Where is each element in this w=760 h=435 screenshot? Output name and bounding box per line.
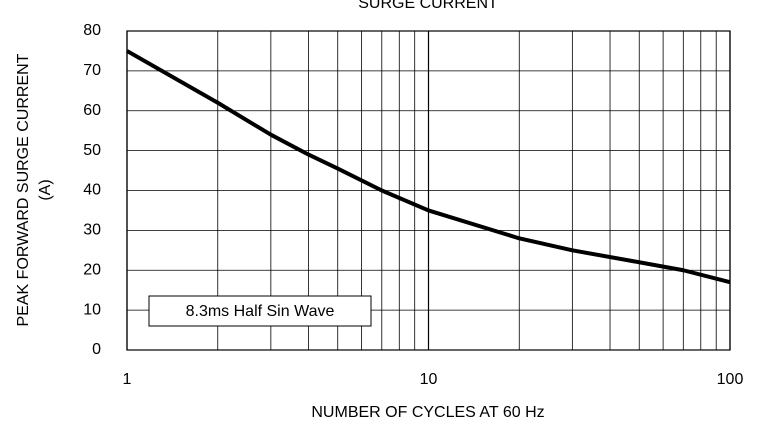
plot-frame [126,30,731,351]
annotation-box [148,295,372,327]
y-tick-label: 10 [83,301,101,318]
y-tick-label: 30 [83,222,101,239]
y-axis-label: (A) [37,179,54,200]
x-axis-label: NUMBER OF CYCLES AT 60 Hz [311,404,544,421]
x-tick-label: 100 [717,371,744,388]
y-tick-label: 80 [83,22,101,39]
y-tick-label: 50 [83,142,101,159]
y-tick-label: 20 [83,261,101,278]
y-tick-label: 70 [83,62,101,79]
y-tick-label: 60 [83,102,101,119]
x-tick-label: 10 [420,371,438,388]
annotation: 8.3ms Half Sin Wave [186,303,335,320]
data-line [126,49,731,285]
x-tick-label: 1 [123,371,132,388]
chart-title: SURGE CURRENT [358,0,498,12]
y-tick-label: 0 [92,341,101,358]
y-tick-label: 40 [83,182,101,199]
y-axis-label: PEAK FORWARD SURGE CURRENT [15,53,32,326]
